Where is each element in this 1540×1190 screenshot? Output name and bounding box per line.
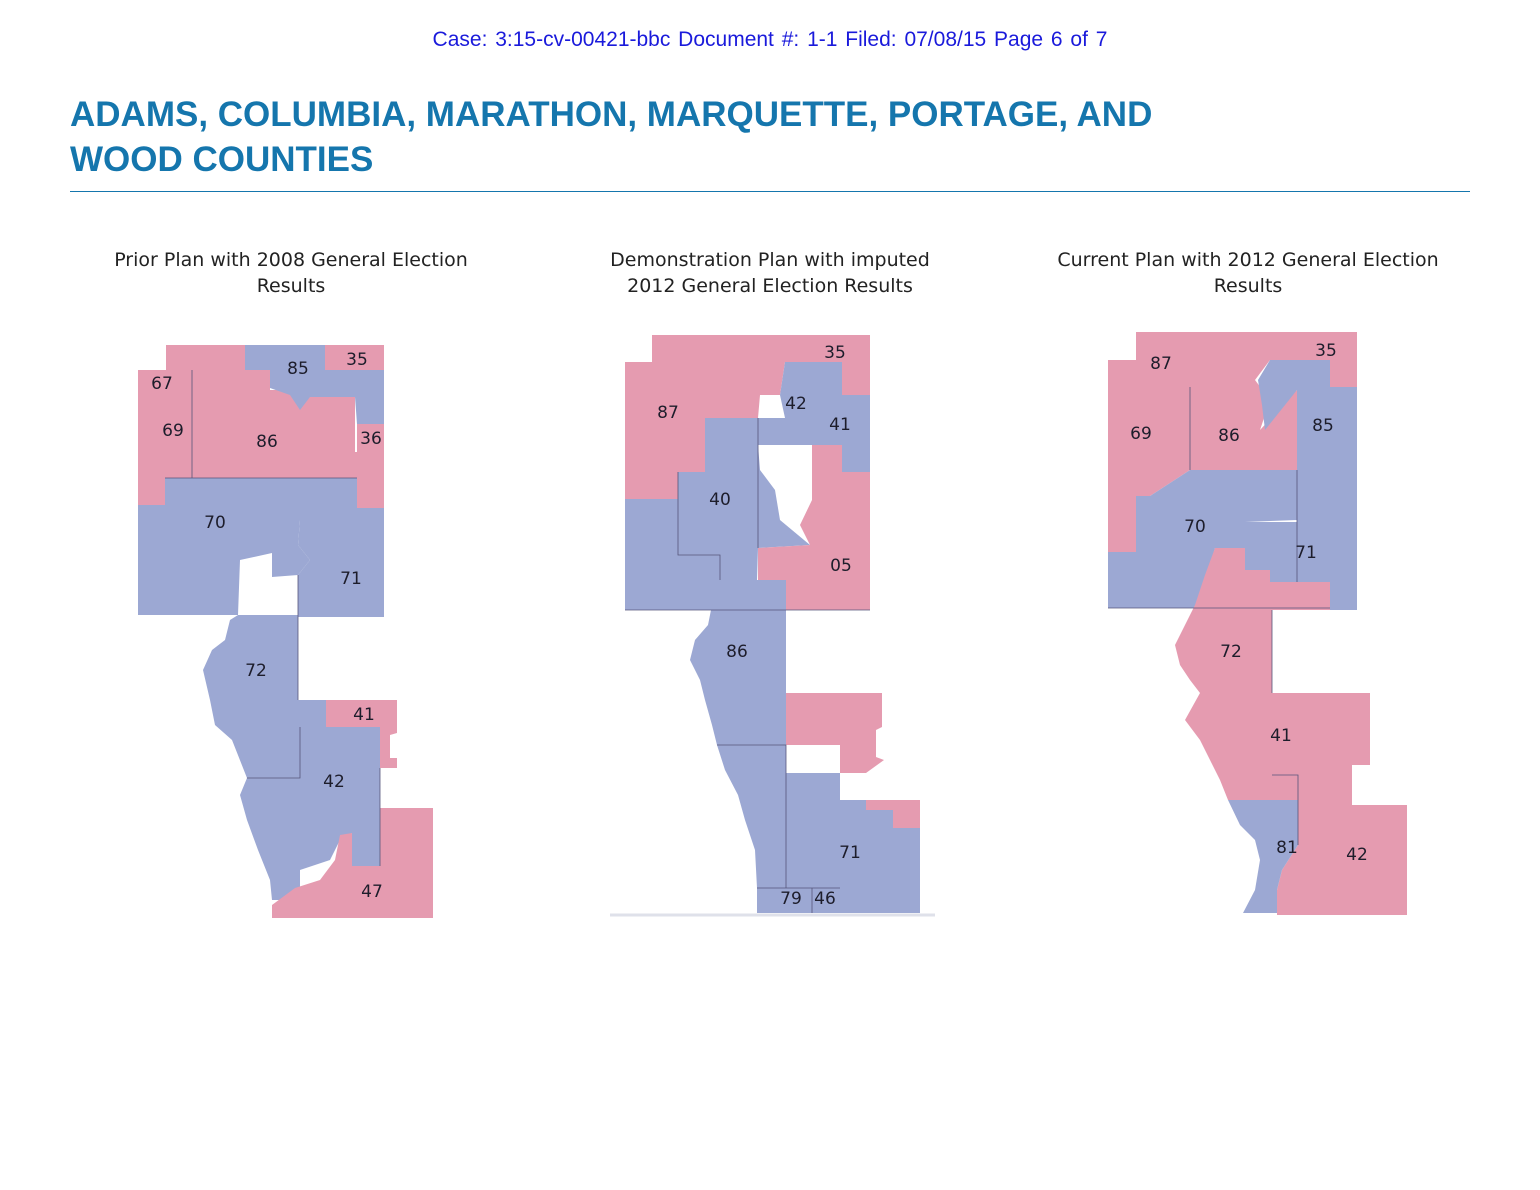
current-district-label: 85: [1312, 416, 1334, 436]
prior-district-label: 85: [287, 359, 309, 379]
district-46-area: [812, 888, 840, 913]
district-northeast-red-area: [786, 693, 884, 773]
demo-district-label: 05: [830, 556, 852, 576]
district-72-area: [1175, 548, 1330, 693]
district-42-area: [1272, 775, 1407, 915]
current-district-label: 86: [1218, 426, 1240, 446]
current-district-label: 35: [1315, 341, 1337, 361]
demo-district-label: 71: [839, 843, 861, 863]
district-72-area: [203, 615, 326, 778]
district-69-area: [1108, 387, 1190, 552]
page-title-line-1: ADAMS, COLUMBIA, MARATHON, MARQUETTE, PO…: [70, 95, 1153, 134]
prior-plan-map: 85 35 67 69 86 36 70 71 72 41 42 47: [138, 345, 433, 918]
prior-district-label: 35: [346, 350, 368, 370]
current-plan-map: 87 35 69 86 85 70 71 72 41 81 42: [1108, 332, 1407, 915]
case-header: Case: 3:15-cv-00421-bbc Document #: 1-1 …: [432, 28, 1108, 51]
caption-line-2: Results: [256, 275, 326, 297]
demo-district-label: 40: [709, 490, 731, 510]
current-district-label: 87: [1150, 354, 1172, 374]
district-35-area: [325, 345, 384, 370]
demo-district-label: 35: [824, 343, 846, 363]
demo-district-label: 41: [829, 415, 851, 435]
caption-line-2: 2012 General Election Results: [627, 275, 913, 297]
district-86-area: [690, 580, 786, 745]
district-47-area: [272, 808, 433, 918]
caption-line-1: Prior Plan with 2008 General Election: [114, 249, 468, 271]
district-86-area: [192, 370, 384, 508]
page-title: ADAMS, COLUMBIA, MARATHON, MARQUETTE, PO…: [70, 92, 1430, 182]
district-87-area: [625, 335, 810, 499]
current-district-label: 41: [1270, 726, 1292, 746]
title-divider: [70, 191, 1470, 192]
district-southwest-blue-area: [717, 745, 866, 888]
prior-district-label: 42: [323, 772, 345, 792]
prior-district-label: 86: [256, 432, 278, 452]
district-42-area: [240, 727, 380, 900]
demo-district-label: 86: [726, 642, 748, 662]
district-87-area: [1108, 332, 1297, 387]
district-35-area: [1297, 332, 1357, 387]
demonstration-plan-map: 35 87 42 41 40 05 86 71 79 46: [610, 335, 935, 917]
prior-district-label: 70: [204, 513, 226, 533]
district-41-area: [1185, 693, 1370, 800]
current-district-label: 70: [1184, 517, 1206, 537]
current-district-label: 81: [1276, 838, 1298, 858]
page-title-line-2: WOOD COUNTIES: [70, 140, 374, 179]
prior-district-label: 67: [151, 374, 173, 394]
district-70-area: [138, 478, 357, 615]
prior-district-label: 72: [245, 661, 267, 681]
district-71-area: [786, 810, 920, 913]
prior-district-label: 41: [353, 705, 375, 725]
district-36-area: [357, 424, 384, 452]
caption-line-1: Current Plan with 2012 General Election: [1057, 249, 1439, 271]
district-85-area: [1258, 360, 1357, 470]
district-42-area: [780, 362, 842, 418]
district-41-area: [812, 395, 870, 472]
current-district-label: 72: [1220, 642, 1242, 662]
district-71-area: [1245, 470, 1357, 610]
demo-district-label: 87: [657, 403, 679, 423]
caption-line-1: Demonstration Plan with imputed: [610, 249, 930, 271]
current-district-label: 42: [1346, 845, 1368, 865]
prior-district-label: 71: [340, 569, 362, 589]
caption-line-2: Results: [1213, 275, 1283, 297]
district-85-area: [245, 345, 384, 424]
district-41-area: [326, 700, 397, 768]
prior-plan-caption: Prior Plan with 2008 General Election Re…: [71, 247, 511, 299]
current-plan-caption: Current Plan with 2012 General Election …: [1028, 247, 1468, 299]
district-35-area: [810, 335, 870, 395]
demo-district-label: 46: [814, 889, 836, 909]
prior-district-label: 36: [360, 429, 382, 449]
demo-district-label: 42: [785, 394, 807, 414]
district-81-area: [1228, 800, 1298, 913]
prior-district-label: 69: [162, 421, 184, 441]
district-05-area: [758, 445, 870, 610]
demonstration-plan-caption: Demonstration Plan with imputed 2012 Gen…: [550, 247, 990, 299]
district-71-area: [298, 508, 384, 617]
current-district-label: 69: [1130, 424, 1152, 444]
district-79-area: [757, 888, 812, 913]
current-district-label: 71: [1295, 543, 1317, 563]
district-70-area: [1108, 470, 1297, 608]
district-40-area: [678, 418, 812, 580]
demo-district-label: 79: [780, 889, 802, 909]
district-67-area: [138, 345, 245, 397]
prior-district-label: 47: [361, 882, 383, 902]
